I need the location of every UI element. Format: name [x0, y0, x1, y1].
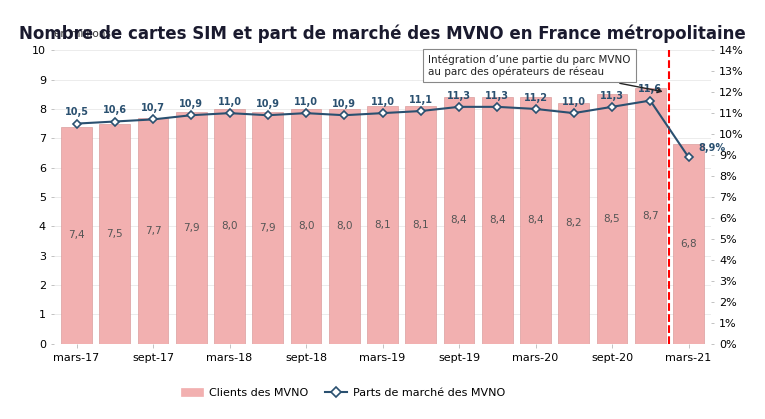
- Bar: [673, 144, 704, 344]
- Bar: [444, 97, 474, 344]
- Text: 8,5: 8,5: [604, 214, 620, 224]
- Text: 10,6: 10,6: [103, 105, 127, 115]
- Text: 8,2: 8,2: [565, 218, 582, 228]
- Text: 6,8: 6,8: [680, 239, 697, 249]
- Text: 10,5: 10,5: [64, 107, 89, 117]
- Bar: [520, 97, 551, 344]
- Bar: [252, 112, 283, 344]
- Text: 8,0: 8,0: [336, 221, 353, 231]
- Text: 11,0: 11,0: [370, 97, 395, 107]
- Text: 10,9: 10,9: [256, 99, 280, 109]
- Text: 7,5: 7,5: [106, 229, 123, 238]
- Text: 10,9: 10,9: [179, 99, 203, 109]
- Text: 8,1: 8,1: [412, 220, 429, 230]
- Title: Nombre de cartes SIM et part de marché des MVNO en France métropolitaine: Nombre de cartes SIM et part de marché d…: [19, 25, 746, 43]
- Text: 7,7: 7,7: [145, 226, 161, 235]
- Text: 8,4: 8,4: [489, 215, 506, 225]
- Bar: [176, 112, 207, 344]
- Text: 8,4: 8,4: [527, 215, 544, 225]
- Text: 11,0: 11,0: [217, 97, 242, 107]
- Text: 8,4: 8,4: [451, 215, 467, 225]
- Text: 7,4: 7,4: [68, 230, 85, 240]
- Text: 11,3: 11,3: [600, 91, 624, 101]
- Text: 11,0: 11,0: [294, 97, 318, 107]
- Legend: Clients des MVNO, Parts de marché des MVNO: Clients des MVNO, Parts de marché des MV…: [177, 384, 509, 403]
- Text: 8,7: 8,7: [642, 211, 659, 221]
- Bar: [367, 106, 398, 344]
- Text: 7,9: 7,9: [259, 223, 276, 233]
- Text: 11,6: 11,6: [638, 84, 662, 94]
- Text: 11,2: 11,2: [523, 93, 548, 103]
- Text: Intégration d’une partie du parc MVNO
au parc des opérateurs de réseau: Intégration d’une partie du parc MVNO au…: [428, 54, 661, 93]
- Bar: [214, 109, 245, 344]
- Bar: [405, 106, 436, 344]
- Bar: [291, 109, 321, 344]
- Bar: [329, 109, 360, 344]
- Text: 11,3: 11,3: [485, 91, 509, 101]
- Text: 8,0: 8,0: [221, 221, 238, 231]
- Bar: [597, 94, 627, 344]
- Text: en millions: en millions: [54, 28, 110, 39]
- Bar: [99, 124, 130, 344]
- Text: 11,0: 11,0: [562, 97, 586, 107]
- Text: 7,9: 7,9: [183, 223, 200, 233]
- Bar: [635, 88, 666, 344]
- Text: 11,3: 11,3: [447, 91, 471, 101]
- Text: 8,0: 8,0: [298, 221, 314, 231]
- Bar: [558, 103, 589, 344]
- Bar: [138, 118, 168, 344]
- Text: 10,9: 10,9: [332, 99, 356, 109]
- Text: 11,1: 11,1: [409, 95, 433, 105]
- Bar: [61, 127, 92, 344]
- Text: 8,1: 8,1: [374, 220, 391, 230]
- Text: 8,9%: 8,9%: [698, 143, 725, 153]
- Text: 10,7: 10,7: [141, 103, 165, 113]
- Bar: [482, 97, 513, 344]
